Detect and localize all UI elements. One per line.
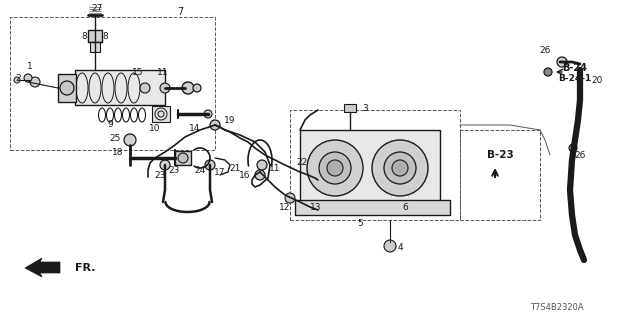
Text: 19: 19 xyxy=(224,116,236,124)
Text: 21: 21 xyxy=(229,164,241,172)
Text: 1: 1 xyxy=(27,61,33,70)
Bar xyxy=(90,42,100,52)
Bar xyxy=(10,17,215,150)
Text: 18: 18 xyxy=(112,148,124,156)
Circle shape xyxy=(14,77,20,83)
Circle shape xyxy=(30,77,40,87)
Circle shape xyxy=(372,140,428,196)
Circle shape xyxy=(24,74,32,82)
Circle shape xyxy=(257,160,267,170)
Circle shape xyxy=(544,68,552,76)
Polygon shape xyxy=(25,258,60,277)
Text: 14: 14 xyxy=(189,124,201,132)
Circle shape xyxy=(160,160,170,170)
Text: 8: 8 xyxy=(81,31,87,41)
Text: 22: 22 xyxy=(296,157,308,166)
Text: 7: 7 xyxy=(177,7,183,17)
Text: B-23: B-23 xyxy=(486,150,513,160)
Text: 16: 16 xyxy=(239,171,251,180)
Bar xyxy=(88,30,102,42)
Text: 12: 12 xyxy=(279,204,291,212)
Bar xyxy=(290,110,460,220)
Text: 24: 24 xyxy=(195,165,205,174)
Text: 2: 2 xyxy=(15,74,21,83)
Circle shape xyxy=(569,144,577,152)
Text: 4: 4 xyxy=(397,244,403,252)
Bar xyxy=(295,200,450,215)
Text: 8: 8 xyxy=(102,31,108,41)
Text: T7S4B2320A: T7S4B2320A xyxy=(530,303,584,313)
Text: 13: 13 xyxy=(310,204,322,212)
Text: B-24: B-24 xyxy=(563,63,588,73)
Text: 15: 15 xyxy=(132,68,144,76)
Text: 10: 10 xyxy=(149,124,161,132)
Circle shape xyxy=(160,83,170,93)
Circle shape xyxy=(178,153,188,163)
Circle shape xyxy=(60,81,74,95)
Text: 17: 17 xyxy=(214,167,226,177)
Text: 25: 25 xyxy=(109,133,121,142)
Text: 3: 3 xyxy=(362,103,368,113)
Text: 20: 20 xyxy=(591,76,603,84)
Circle shape xyxy=(182,82,194,94)
Circle shape xyxy=(210,120,220,130)
Text: 23: 23 xyxy=(154,171,166,180)
Circle shape xyxy=(140,83,150,93)
Text: B-24-1: B-24-1 xyxy=(558,74,591,83)
Text: 6: 6 xyxy=(402,204,408,212)
Circle shape xyxy=(384,152,416,184)
Circle shape xyxy=(557,57,567,67)
Bar xyxy=(175,151,191,165)
Circle shape xyxy=(205,160,215,170)
Text: 9: 9 xyxy=(107,119,113,129)
Text: 5: 5 xyxy=(357,219,363,228)
Circle shape xyxy=(327,160,343,176)
Circle shape xyxy=(204,110,212,118)
Circle shape xyxy=(384,240,396,252)
Text: 11: 11 xyxy=(269,164,281,172)
Circle shape xyxy=(392,160,408,176)
Circle shape xyxy=(319,152,351,184)
Circle shape xyxy=(255,170,265,180)
Text: 27: 27 xyxy=(92,4,102,12)
Bar xyxy=(460,130,540,220)
Text: 11: 11 xyxy=(157,68,169,76)
Bar xyxy=(344,104,356,112)
Text: 26: 26 xyxy=(574,150,586,159)
Circle shape xyxy=(124,134,136,146)
Circle shape xyxy=(285,193,295,203)
Text: 23: 23 xyxy=(168,165,180,174)
Text: FR.: FR. xyxy=(75,263,95,273)
Bar xyxy=(152,106,170,122)
Bar xyxy=(300,130,440,205)
Circle shape xyxy=(307,140,363,196)
Bar xyxy=(58,74,76,102)
Circle shape xyxy=(193,84,201,92)
Bar xyxy=(307,164,315,172)
Bar xyxy=(75,70,165,105)
Text: 26: 26 xyxy=(540,45,550,54)
